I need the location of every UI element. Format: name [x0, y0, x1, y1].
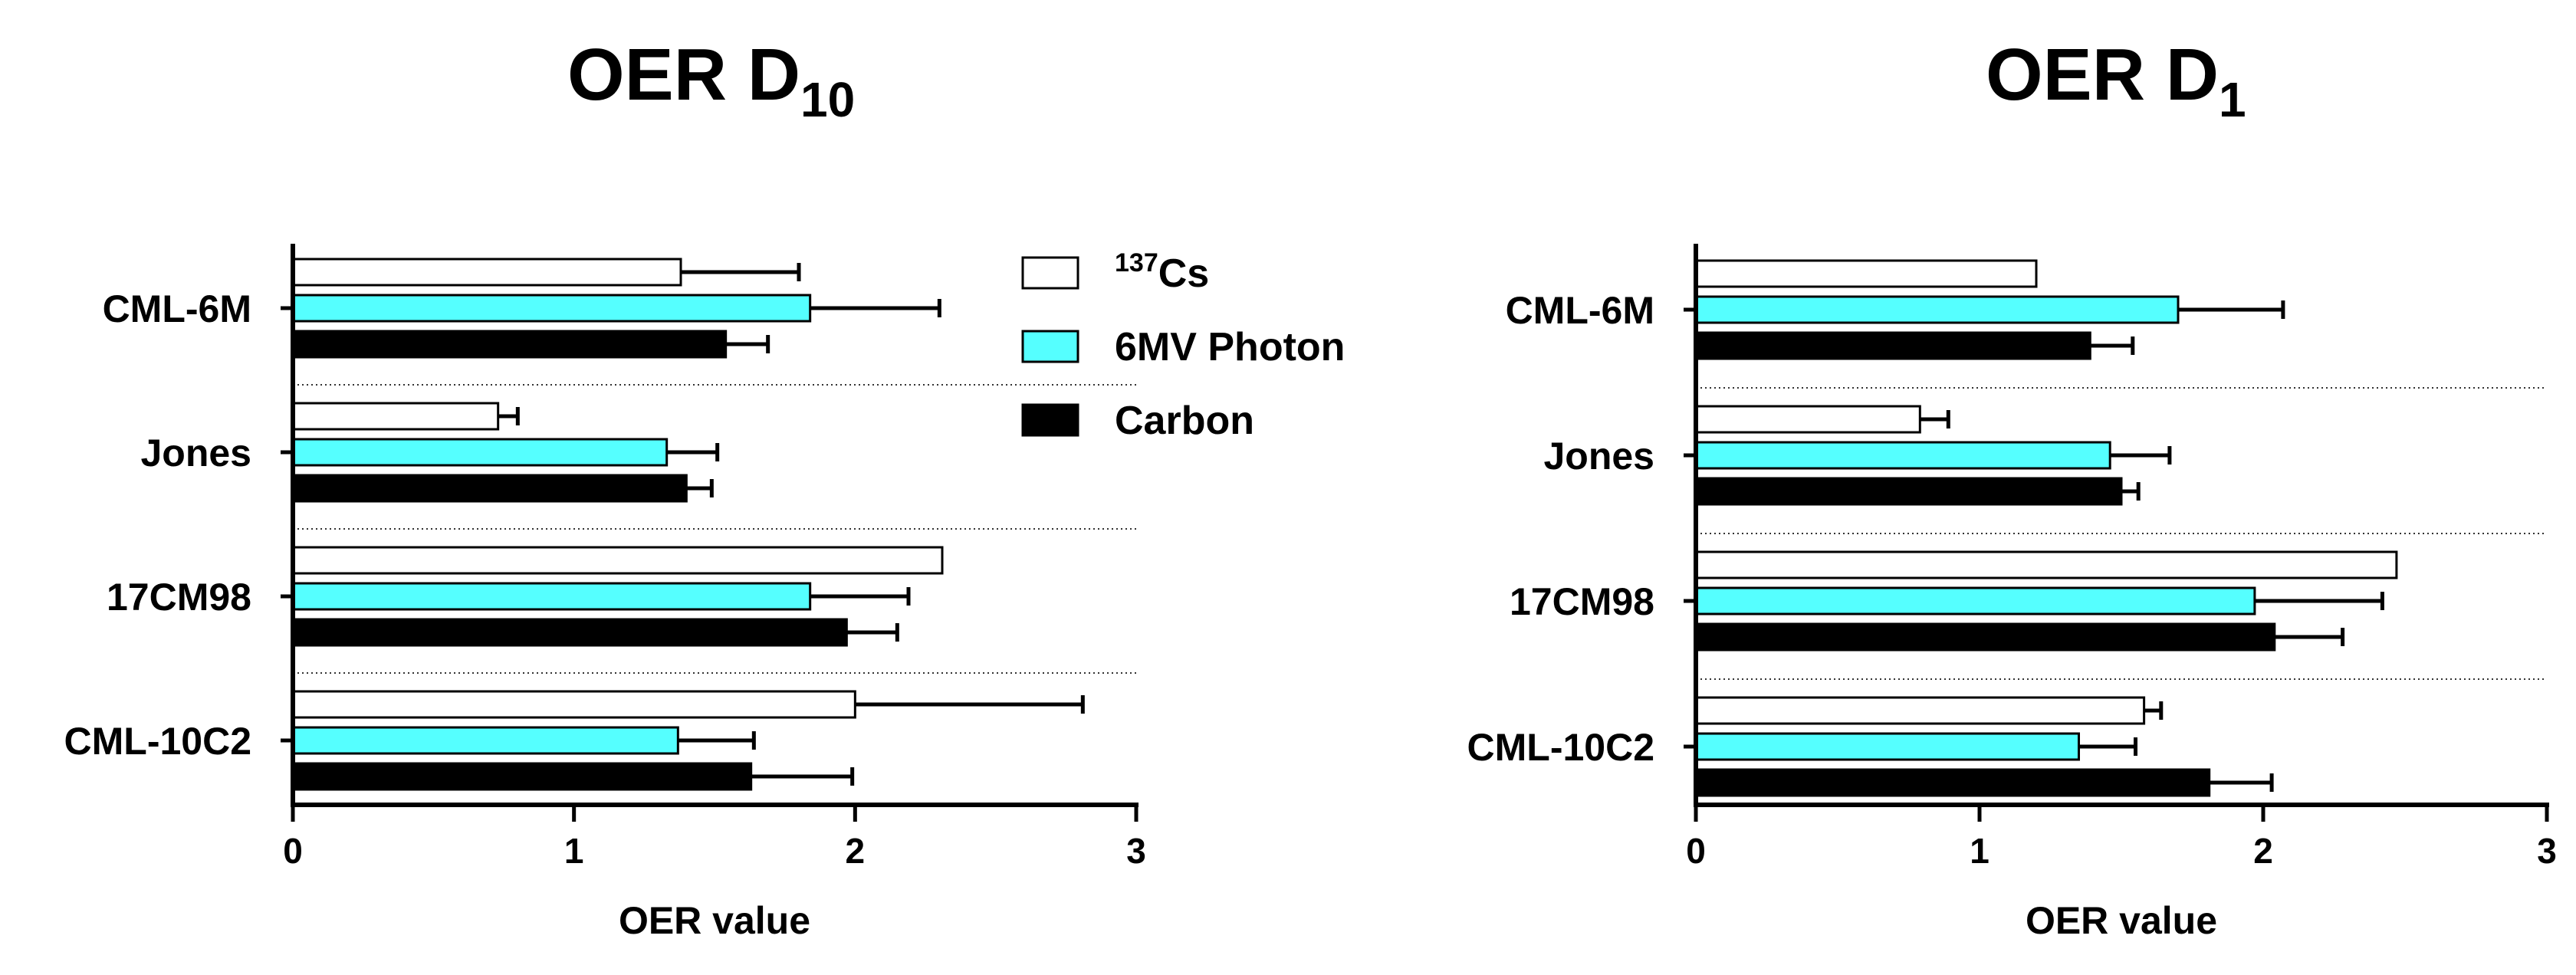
- error-bar-jones-carbon: [686, 479, 714, 497]
- x-tick-label: 0: [283, 831, 303, 871]
- bar-jones-137cs: [291, 402, 500, 431]
- x-tick-label: 0: [1686, 831, 1706, 871]
- bar-cml-10c2-carbon: [1694, 768, 2211, 797]
- x-tick-label: 2: [846, 831, 866, 871]
- error-bar-cml-10c2-carbon: [2209, 773, 2274, 792]
- bar-cml-10c2-6mv-photon: [1694, 732, 2080, 761]
- bar-17cm98-6mv-photon: [1694, 586, 2256, 616]
- bar-cml-6m-carbon: [291, 330, 728, 359]
- legend-swatch: [1021, 403, 1079, 437]
- error-bar-cml-6m-137cs: [681, 263, 801, 281]
- bar-cml-10c2-137cs: [291, 690, 856, 719]
- chart-legend: 137Cs 6MV Photon Carbon: [1021, 248, 1345, 443]
- bar-jones-6mv-photon: [291, 438, 669, 467]
- bar-cml-6m-6mv-photon: [291, 294, 812, 323]
- bar-cml-6m-137cs: [291, 258, 682, 287]
- category-label-cml-6m: CML-6M: [1506, 289, 1654, 332]
- chart-title: OER D1: [1986, 34, 2246, 127]
- legend-item-6mv-photon: 6MV Photon: [1021, 325, 1345, 369]
- bar-cml-10c2-6mv-photon: [291, 726, 679, 755]
- error-bar-17cm98-carbon: [2274, 628, 2345, 646]
- bar-17cm98-137cs: [1694, 550, 2398, 579]
- x-tick-label: 1: [1970, 831, 1990, 871]
- error-bar-cml-6m-carbon: [2090, 336, 2135, 355]
- error-bar-jones-carbon: [2121, 482, 2141, 501]
- legend-item-carbon: Carbon: [1021, 399, 1254, 443]
- error-bar-cml-10c2-carbon: [751, 767, 855, 786]
- x-tick-label: 1: [564, 831, 584, 871]
- chart-panel-oer-d10: OER D10 CML-6M Jones 17CM98 CML-10C2 0 1 2 3 OER…: [64, 34, 1146, 942]
- legend-item-137cs: 137Cs: [1021, 248, 1209, 296]
- legend-swatch: [1021, 330, 1079, 363]
- bar-jones-carbon: [1694, 477, 2123, 506]
- legend-label: 137Cs: [1115, 248, 1209, 296]
- error-bar-17cm98-6mv-photon: [810, 587, 911, 606]
- bar-cml-6m-137cs: [1694, 259, 2038, 288]
- category-label-jones: Jones: [140, 432, 251, 474]
- bar-cml-6m-6mv-photon: [1694, 295, 2180, 324]
- error-bar-cml-6m-6mv-photon: [2178, 300, 2285, 319]
- bar-cml-10c2-137cs: [1694, 696, 2146, 725]
- error-bar-jones-6mv-photon: [666, 443, 720, 461]
- error-bar-cml-10c2-137cs: [2144, 701, 2164, 720]
- error-bar-cml-10c2-137cs: [855, 695, 1085, 714]
- legend-label: 6MV Photon: [1115, 325, 1345, 369]
- chart-panel-oer-d1: OER D1 CML-6M Jones 17CM98 CML-10C2 0 1 2 3 OER …: [1467, 34, 2557, 942]
- error-bar-jones-137cs: [498, 407, 520, 425]
- bar-17cm98-137cs: [291, 546, 944, 575]
- x-tick-label: 3: [2537, 831, 2557, 871]
- category-label-cml-6m: CML-6M: [103, 287, 251, 330]
- error-bar-cml-6m-6mv-photon: [810, 299, 941, 317]
- error-bar-jones-137cs: [1920, 410, 1950, 428]
- bar-jones-137cs: [1694, 405, 1921, 434]
- bar-cml-10c2-carbon: [291, 762, 753, 791]
- x-tick-label: 3: [1126, 831, 1146, 871]
- bar-17cm98-carbon: [1694, 622, 2276, 652]
- x-axis-label: OER value: [2026, 899, 2217, 942]
- legend-label: Carbon: [1115, 399, 1254, 443]
- bar-cml-6m-carbon: [1694, 331, 2091, 360]
- category-label-17cm98: 17CM98: [107, 576, 251, 619]
- error-bar-cml-10c2-6mv-photon: [678, 731, 756, 750]
- category-label-17cm98: 17CM98: [1510, 580, 1654, 623]
- error-bar-jones-6mv-photon: [2110, 446, 2172, 465]
- error-bar-cml-10c2-6mv-photon: [2078, 737, 2137, 756]
- error-bar-17cm98-6mv-photon: [2254, 592, 2384, 610]
- bar-jones-carbon: [291, 474, 688, 503]
- bar-17cm98-carbon: [291, 618, 848, 647]
- x-axis-label: OER value: [619, 899, 810, 942]
- bar-17cm98-6mv-photon: [291, 582, 812, 611]
- legend-swatch: [1021, 256, 1079, 290]
- error-bar-17cm98-carbon: [846, 623, 899, 642]
- error-bar-cml-6m-carbon: [725, 335, 770, 353]
- category-label-cml-10c2: CML-10C2: [1467, 726, 1654, 769]
- category-label-cml-10c2: CML-10C2: [64, 720, 251, 763]
- category-label-jones: Jones: [1543, 435, 1654, 478]
- x-tick-label: 2: [2253, 831, 2273, 871]
- chart-title: OER D10: [567, 34, 855, 127]
- bar-jones-6mv-photon: [1694, 441, 2111, 470]
